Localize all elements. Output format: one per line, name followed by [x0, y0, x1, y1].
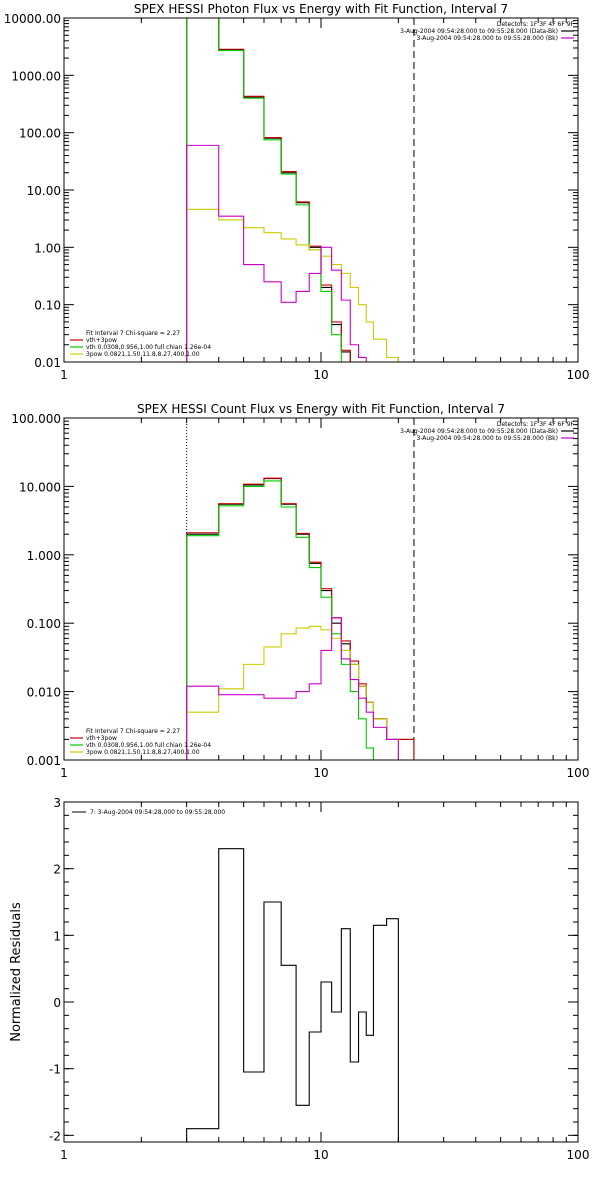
series-line-4 — [186, 617, 415, 760]
y-tick-label: 100.00 — [19, 127, 61, 141]
series-line-1 — [186, 477, 415, 760]
x-tick-label: 100 — [567, 1148, 590, 1162]
x-tick-label: 10 — [313, 766, 328, 780]
header-legend-text: 3-Aug-2004 09:54:28.000 to 09:55:28.000 … — [400, 28, 558, 35]
count-flux-chart: SPEX HESSI Count Flux vs Energy with Fit… — [11, 402, 590, 780]
x-tick-label: 10 — [313, 368, 328, 382]
header-legend-text: Detectors: 1F 3F 4F 6F 9F — [497, 21, 575, 28]
fit-legend-text: Fit Interval 7 Chi-square = 2.27 — [86, 728, 180, 735]
x-tick-label: 1 — [60, 1148, 68, 1162]
chart-title: SPEX HESSI Count Flux vs Energy with Fit… — [137, 402, 505, 416]
series-line-4 — [186, 144, 367, 362]
y-tick-label: 0.010 — [27, 686, 61, 700]
y-tick-label: 10.00 — [27, 184, 61, 198]
y-tick-label: 10.000 — [19, 480, 61, 494]
series-line-0 — [186, 18, 367, 362]
y-axis-label: Normalized Residuals — [9, 902, 24, 1042]
y-tick-label: 1.00 — [34, 241, 61, 255]
y-tick-label: 1000.00 — [11, 69, 61, 83]
x-tick-label: 1 — [60, 766, 68, 780]
y-tick-label: 0.10 — [34, 299, 61, 313]
y-tick-label: 2 — [53, 863, 61, 877]
series-line-3 — [186, 625, 415, 760]
y-tick-label: 0 — [53, 996, 61, 1010]
series-line-2 — [186, 18, 351, 362]
y-tick-label: -2 — [49, 1129, 61, 1143]
series-line-0 — [186, 848, 415, 1142]
fit-legend-text: vth 0.0308,0.956,1.00 full chian 1.26e-0… — [86, 344, 211, 351]
y-tick-label: 1 — [53, 929, 61, 943]
plot-frame — [63, 417, 579, 761]
header-legend-text: 3-Aug-2004 09:54:28.000 to 09:55:28.000 … — [400, 428, 558, 435]
legend-text: 7: 3-Aug-2004 09:54:28.000 to 09:55:28.0… — [90, 809, 225, 816]
y-tick-label: 0.001 — [27, 754, 61, 768]
residuals-chart: Normalized Residuals 1 10 100 -2 -1 0 1 2 3 7: 3-A… — [9, 796, 590, 1162]
fit-legend-text: vth 0.0308,0.956,1.00 full chian 1.26e-0… — [86, 742, 211, 749]
y-tick-label: 1.000 — [27, 549, 61, 563]
series-line-2 — [186, 480, 375, 760]
x-tick-label: 100 — [567, 766, 590, 780]
y-tick-label: -1 — [49, 1063, 61, 1077]
y-tick-label: 0.100 — [27, 617, 61, 631]
series-line-3 — [186, 208, 399, 362]
photon-flux-chart: SPEX HESSI Photon Flux vs Energy with Fi… — [4, 2, 590, 382]
x-tick-label: 1 — [60, 368, 68, 382]
x-tick-label: 100 — [567, 368, 590, 382]
plot-frame — [63, 17, 579, 363]
fit-legend-text: 3pow 0.0821,1.50,11.8,8.27,400,1.00 — [86, 351, 200, 358]
chart-title: SPEX HESSI Photon Flux vs Energy with Fi… — [134, 2, 508, 16]
header-legend-text: 3-Aug-2004 09:54:28.000 to 09:55:28.000 … — [416, 35, 558, 42]
fit-legend-text: 3pow 0.0821,1.50,11.8,8.27,400,1.00 — [86, 749, 200, 756]
x-tick-label: 10 — [313, 1148, 328, 1162]
header-legend-text: Detectors: 1F 3F 4F 6F 9F — [497, 421, 575, 428]
plot-frame — [63, 801, 579, 1143]
y-tick-label: 100.000 — [11, 412, 61, 426]
fit-legend-text: vth+3pow — [86, 337, 117, 344]
y-tick-label: 3 — [53, 796, 61, 810]
series-line-1 — [186, 18, 367, 362]
y-tick-label: 10000.00 — [4, 12, 61, 26]
fit-legend-text: Fit Interval 7 Chi-square = 2.27 — [86, 330, 180, 337]
header-legend-text: 3-Aug-2004 09:54:28.000 to 09:55:28.000 … — [416, 435, 558, 442]
fit-legend-text: vth+3pow — [86, 735, 117, 742]
y-tick-label: 0.01 — [34, 356, 61, 370]
series-line-0 — [186, 478, 415, 760]
